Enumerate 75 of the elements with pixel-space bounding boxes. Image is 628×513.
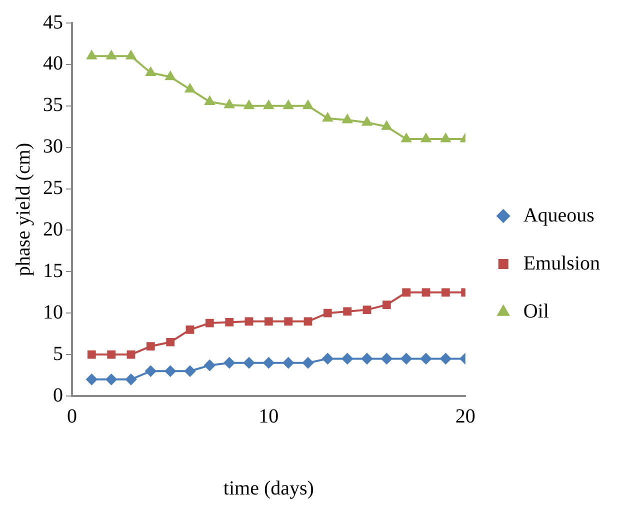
point xyxy=(86,374,98,385)
x-tick-label: 0 xyxy=(67,405,77,428)
point xyxy=(106,374,117,385)
x-axis-title: time (days) xyxy=(223,477,314,500)
point xyxy=(186,326,194,334)
point xyxy=(440,134,451,142)
point xyxy=(381,353,392,364)
point xyxy=(164,366,176,377)
y-tick-label: 20 xyxy=(43,218,63,240)
point xyxy=(420,353,432,364)
point xyxy=(362,353,372,364)
point xyxy=(402,288,411,297)
point xyxy=(440,353,452,364)
point xyxy=(400,353,412,364)
point xyxy=(126,374,136,385)
y-tick-label: 35 xyxy=(43,94,63,116)
point xyxy=(244,317,254,326)
y-tick-label: 40 xyxy=(43,52,63,75)
point xyxy=(441,288,450,297)
y-tick-label: 15 xyxy=(43,260,63,282)
point xyxy=(166,338,175,346)
point xyxy=(302,357,314,368)
point xyxy=(204,360,216,371)
point xyxy=(323,308,332,318)
point xyxy=(146,67,156,76)
point xyxy=(343,307,352,316)
point xyxy=(382,300,391,310)
point xyxy=(421,134,431,142)
point xyxy=(264,100,274,110)
point xyxy=(263,357,274,368)
point xyxy=(165,71,176,80)
point xyxy=(205,318,214,328)
x-tick-label: 20 xyxy=(455,405,476,428)
point xyxy=(184,366,196,377)
y-tick-label: 0 xyxy=(53,384,63,406)
point xyxy=(362,116,372,126)
point xyxy=(107,350,116,359)
point xyxy=(362,306,372,314)
point xyxy=(244,100,254,110)
point xyxy=(185,84,195,93)
point xyxy=(145,366,156,377)
y-axis-title: phase yield (cm) xyxy=(12,142,34,276)
point xyxy=(282,357,294,368)
point xyxy=(224,100,234,108)
point xyxy=(322,353,334,364)
point xyxy=(322,112,333,122)
legend-label: Aqueous xyxy=(523,204,595,226)
y-tick-label: 25 xyxy=(43,177,63,200)
point xyxy=(224,357,235,368)
point xyxy=(382,121,392,130)
point xyxy=(86,50,97,60)
point xyxy=(126,350,136,359)
point xyxy=(304,317,312,326)
point xyxy=(225,318,234,326)
y-tick-label: 5 xyxy=(53,342,63,365)
point xyxy=(401,134,412,142)
point xyxy=(283,100,294,110)
point xyxy=(422,288,430,297)
y-tick-label: 10 xyxy=(43,301,63,324)
point xyxy=(264,317,273,326)
point xyxy=(342,353,353,364)
x-tick-label: 10 xyxy=(258,405,279,428)
y-tick-label: 45 xyxy=(43,11,63,34)
y-tick-label: 30 xyxy=(43,136,63,158)
point xyxy=(284,317,293,326)
point xyxy=(342,114,352,124)
point xyxy=(146,342,155,350)
point xyxy=(126,50,136,60)
point xyxy=(204,96,215,105)
legend-label: Oil xyxy=(523,300,550,322)
point xyxy=(87,350,96,359)
legend-label: Emulsion xyxy=(523,252,600,274)
point xyxy=(303,100,313,110)
point xyxy=(244,357,254,368)
point xyxy=(106,50,116,60)
